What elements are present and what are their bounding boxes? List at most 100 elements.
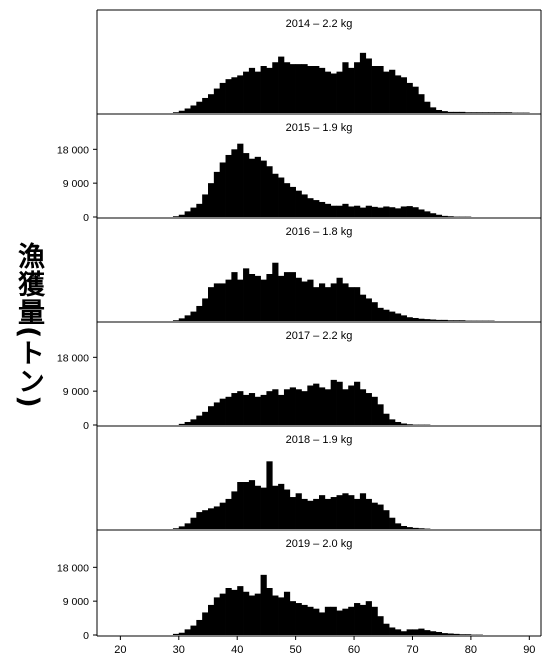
histogram-bar (260, 574, 267, 635)
histogram-bar (208, 183, 215, 217)
histogram-bar (389, 311, 396, 321)
histogram-bar (283, 489, 291, 529)
histogram-bar (219, 398, 226, 425)
y-tick-label: 0 (83, 212, 89, 224)
histogram-bar (359, 294, 367, 321)
histogram-bar (272, 62, 279, 113)
histogram-bar (383, 71, 390, 113)
histogram-bar (278, 177, 285, 217)
histogram-bar (400, 631, 407, 635)
histogram-bar (190, 207, 197, 217)
histogram-bar (231, 272, 238, 321)
histogram-bar (260, 394, 267, 425)
histogram-bar (430, 631, 437, 635)
histogram-bar (231, 393, 238, 425)
histogram-bar (202, 97, 209, 113)
histogram-bar (196, 415, 203, 425)
histogram-bar (435, 631, 443, 635)
panel-title: 2019 – 2.0 kg (286, 538, 353, 550)
histogram-bar (319, 201, 326, 217)
histogram-bar (330, 606, 337, 635)
histogram-bar (389, 419, 396, 425)
histogram-bar (447, 633, 454, 635)
histogram-bar (348, 287, 355, 321)
histogram-bar (289, 272, 296, 321)
histogram-bar (453, 111, 460, 113)
histogram-bar (365, 298, 372, 321)
histogram-bar (248, 67, 256, 113)
histogram-bar (418, 209, 425, 217)
histogram-bar (383, 510, 390, 529)
histogram-bar (406, 82, 413, 113)
histogram-bar (406, 527, 413, 529)
histogram-bar (313, 608, 320, 635)
histogram-bar (307, 385, 314, 425)
histogram-bar (319, 67, 326, 113)
histogram-bar (447, 216, 454, 217)
histogram-bar (295, 493, 302, 529)
histogram-bar (319, 612, 326, 635)
histogram-bar (172, 528, 180, 529)
histogram-bar (196, 101, 203, 113)
histogram-bar (184, 315, 191, 321)
histogram-bar (424, 101, 431, 113)
histogram-bar (447, 320, 454, 321)
histogram-bar (196, 203, 203, 217)
histogram-bar (319, 495, 326, 529)
histogram-bar (336, 610, 343, 635)
histogram-bar (400, 525, 407, 529)
histogram-bar (342, 203, 349, 217)
histogram-bar (336, 71, 343, 113)
histogram-bar (289, 497, 296, 529)
histogram-bar (354, 205, 361, 217)
histogram-bar (313, 287, 320, 321)
histogram-bar (377, 66, 384, 113)
histogram-bar (394, 421, 402, 425)
histogram-bar (453, 320, 460, 321)
histogram-bar (266, 274, 273, 321)
histogram-bar (243, 591, 250, 635)
histogram-bar (289, 601, 296, 635)
histogram-bar (301, 281, 308, 321)
histogram-bar (272, 262, 279, 321)
y-tick-label: 9 000 (63, 386, 89, 398)
x-tick-label: 30 (173, 644, 185, 656)
histogram-bar (295, 389, 302, 425)
histogram-bar (231, 77, 238, 113)
histogram-bar (348, 495, 355, 529)
histogram-bar (342, 493, 349, 529)
histogram-bar (354, 62, 361, 113)
histogram-bar (190, 517, 197, 529)
histogram-bar (348, 385, 355, 425)
panel-title: 2018 – 1.9 kg (286, 434, 353, 446)
histogram-bar (278, 394, 285, 425)
histogram-bar (389, 517, 396, 529)
histogram-bar (178, 214, 185, 217)
panel-title: 2014 – 2.2 kg (286, 18, 353, 30)
y-tick-label: 18 000 (57, 144, 89, 156)
histogram-bar (430, 213, 437, 217)
histogram-bar (289, 64, 296, 113)
histogram-bar (254, 156, 261, 217)
histogram-bar (359, 493, 367, 529)
histogram-bar (219, 283, 226, 321)
histogram-bar (418, 628, 425, 635)
histogram-bar (243, 153, 250, 217)
histogram-bar (260, 66, 267, 113)
panel-title: 2015 – 1.9 kg (286, 122, 353, 134)
histogram-bar (301, 194, 308, 217)
histogram-bar (289, 186, 296, 217)
x-tick-label: 90 (523, 644, 535, 656)
histogram-bar (441, 319, 448, 321)
histogram-bar (365, 393, 372, 425)
histogram-bar (172, 633, 180, 635)
histogram-bar (208, 604, 215, 635)
histogram-bar (359, 389, 367, 425)
histogram-bar (406, 317, 413, 321)
histogram-bar (371, 302, 378, 321)
histogram-bar (394, 523, 402, 529)
histogram-bar (248, 480, 256, 529)
y-tick-label: 18 000 (57, 562, 89, 574)
histogram-bar (231, 589, 238, 635)
histogram-bar (266, 166, 273, 217)
